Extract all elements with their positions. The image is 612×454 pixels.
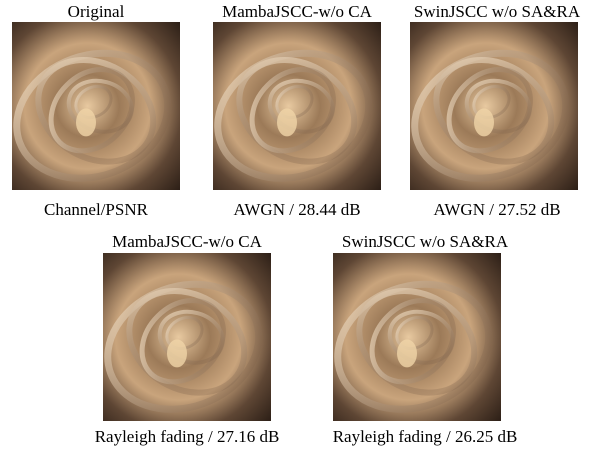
rose-center xyxy=(76,108,96,136)
rose-image xyxy=(90,253,276,430)
panel: SwinJSCC w/o SA&RA AWGN / 27.52 dB xyxy=(397,2,583,219)
panel-caption: Rayleigh fading / 27.16 dB xyxy=(95,427,280,446)
rose-center xyxy=(277,108,297,136)
rose-image xyxy=(397,22,583,199)
panel-title: MambaJSCC-w/o CA xyxy=(222,2,372,21)
panel-title: SwinJSCC w/o SA&RA xyxy=(414,2,581,21)
panel-caption: AWGN / 28.44 dB xyxy=(233,200,360,219)
rose-image xyxy=(320,253,506,430)
panel-caption: Rayleigh fading / 26.25 dB xyxy=(333,427,518,446)
panel: MambaJSCC-w/o CA AWGN / 28.44 dB xyxy=(200,2,386,219)
panel-title: SwinJSCC w/o SA&RA xyxy=(342,232,509,251)
panel-caption: Channel/PSNR xyxy=(44,200,149,219)
rose-center xyxy=(167,339,187,367)
rose-image xyxy=(200,22,386,199)
rose-center xyxy=(397,339,417,367)
panel-title: MambaJSCC-w/o CA xyxy=(112,232,262,251)
panel-title: Original xyxy=(68,2,125,21)
panel: MambaJSCC-w/o CA Rayleigh fading / 27.16 … xyxy=(90,232,279,446)
figure: Original Channel/PSNR MambaJSCC-w/o CA AWGN… xyxy=(0,0,612,454)
rose-image xyxy=(0,22,185,199)
panel: SwinJSCC w/o SA&RA Rayleigh fading / 26.2… xyxy=(320,232,517,446)
panel: Original Channel/PSNR xyxy=(0,2,185,219)
rose-center xyxy=(474,108,494,136)
panel-caption: AWGN / 27.52 dB xyxy=(433,200,560,219)
